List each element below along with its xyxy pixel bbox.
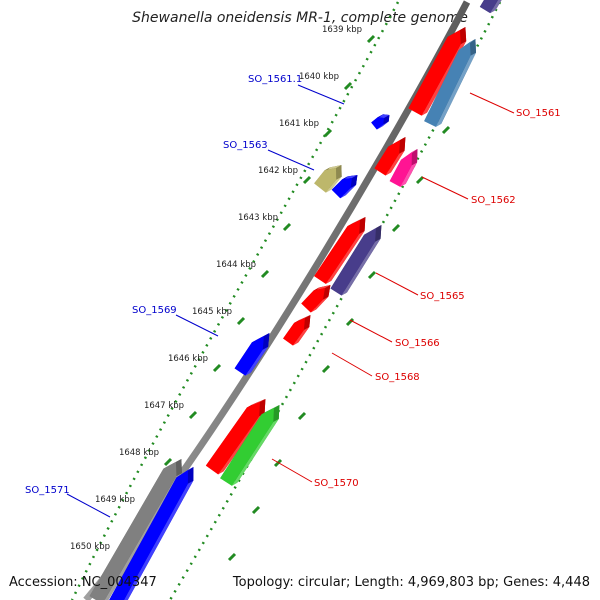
gene-label: SO_1571 — [25, 485, 70, 496]
gene-label-connector — [469, 92, 515, 114]
tick-label: 1645 kbp — [192, 307, 232, 317]
accession-text: Accession: NC_004347 — [9, 575, 157, 590]
tick-mark — [366, 34, 376, 44]
tick-label: 1648 kbp — [119, 448, 159, 458]
feature-arrow — [205, 399, 266, 475]
inner-tick-mark — [297, 411, 307, 421]
feature-arrow — [301, 285, 331, 313]
topology-text: Topology: circular; Length: 4,969,803 bp… — [232, 575, 590, 590]
gene-label: SO_1569 — [132, 305, 177, 316]
gene-label-connector — [331, 352, 373, 377]
inner-tick-mark — [367, 270, 377, 280]
tick-label: 1649 kbp — [95, 495, 135, 505]
tick-mark — [236, 316, 246, 326]
gene-label-connector — [66, 493, 111, 518]
tick-mark — [212, 363, 222, 373]
tick-label: 1646 kbp — [168, 354, 208, 364]
feature-arrow — [374, 137, 406, 176]
feature-arrow — [314, 165, 342, 193]
feature-layer — [89, 0, 502, 600]
tick-layer: 1639 kbp 1640 kbp 1641 kbp 1642 kbp 1643 kbp… — [70, 25, 451, 562]
inner-tick-mark — [227, 552, 237, 562]
gene-label-connector — [421, 176, 469, 200]
feature-arrow — [220, 405, 280, 486]
tick-label: 1644 kbp — [216, 260, 256, 270]
gene-label: SO_1562 — [471, 195, 516, 206]
outer-dotted-ring — [70, 1, 400, 600]
tick-mark — [323, 128, 333, 138]
feature-arrow — [331, 175, 358, 199]
gene-label: SO_1568 — [375, 372, 420, 383]
gene-label: SO_1566 — [395, 338, 440, 349]
feature-arrow — [283, 315, 311, 346]
feature-arrow — [408, 27, 467, 116]
gene-label-connector — [349, 319, 393, 343]
inner-tick-mark — [251, 505, 261, 515]
feature-arrow — [234, 333, 270, 376]
tick-mark — [188, 410, 198, 420]
inner-tick-mark — [415, 175, 425, 185]
tick-label: 1640 kbp — [299, 72, 339, 82]
tick-label: 1642 kbp — [258, 166, 298, 176]
feature-arrow — [314, 217, 366, 284]
inner-tick-mark — [321, 364, 331, 374]
gene-label-connector — [175, 314, 219, 337]
gene-label-connector — [267, 149, 315, 171]
label-layer: SO_1561.1 SO_1563 SO_1569 SO_1571 SO_1561 SO_… — [25, 74, 561, 518]
feature-arrow — [109, 467, 194, 600]
gene-label-connector — [297, 84, 345, 105]
tick-mark — [343, 81, 353, 91]
tick-label: 1647 kbp — [144, 401, 184, 411]
inner-tick-mark — [345, 317, 355, 327]
inner-tick-mark — [391, 223, 401, 233]
tick-label: 1650 kbp — [70, 542, 110, 552]
tick-mark — [302, 175, 312, 185]
inner-tick-mark — [441, 125, 451, 135]
feature-arrow — [389, 149, 418, 187]
gene-label-connector — [375, 272, 419, 296]
feature-arrow — [330, 225, 382, 296]
tick-label: 1641 kbp — [279, 119, 319, 129]
tick-mark — [163, 457, 173, 467]
gene-label: SO_1563 — [223, 140, 268, 151]
gene-label: SO_1570 — [314, 478, 359, 489]
feature-arrow — [89, 459, 182, 600]
feature-arrow — [424, 39, 476, 127]
inner-dotted-ring — [168, 1, 502, 600]
feature-arrow — [371, 114, 390, 130]
tick-mark — [282, 222, 292, 232]
gene-label: SO_1561 — [516, 108, 561, 119]
feature-arrow — [479, 0, 502, 14]
gene-label-connector — [271, 458, 313, 483]
tick-mark — [260, 269, 270, 279]
map-title: Shewanella oneidensis MR-1, complete gen… — [132, 10, 468, 26]
gene-label: SO_1561.1 — [248, 74, 302, 85]
tick-label: 1639 kbp — [322, 25, 362, 35]
gene-label: SO_1565 — [420, 291, 465, 302]
tick-label: 1643 kbp — [238, 213, 278, 223]
